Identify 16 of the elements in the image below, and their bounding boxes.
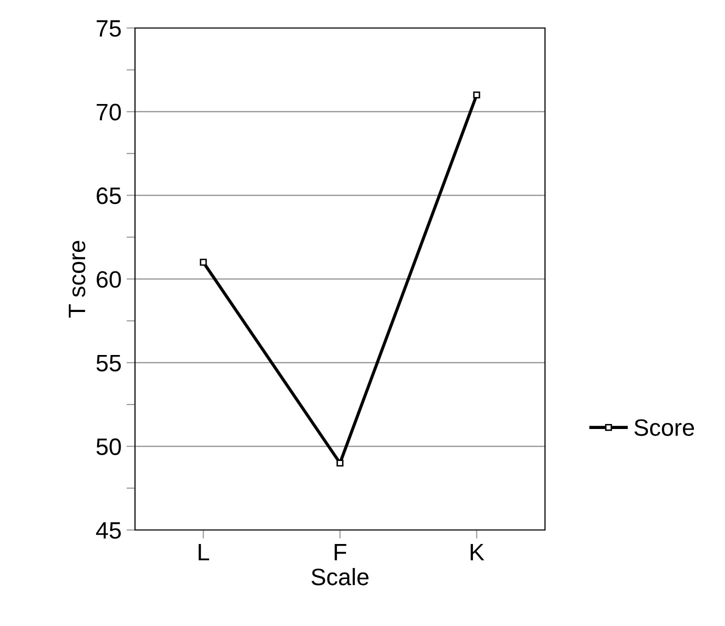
y-tick-label: 65: [96, 187, 121, 204]
y-tick-label: 50: [96, 438, 121, 456]
point: [473, 91, 480, 98]
y-tick-label: 60: [96, 271, 121, 288]
y-tick-label: 45: [96, 522, 121, 539]
legend-label: Score: [634, 419, 694, 436]
x-tick-label: K: [470, 544, 484, 560]
point: [336, 460, 344, 467]
point: [200, 258, 207, 266]
y-tick-label: 75: [96, 20, 121, 37]
x-tick-label: L: [198, 544, 210, 560]
y-axis-title: T score: [68, 240, 86, 318]
y-tick-label: 55: [96, 354, 121, 372]
x-tick-label: F: [334, 544, 346, 560]
y-tick-label: 70: [96, 104, 121, 120]
x-axis-title: Scale: [312, 568, 368, 586]
